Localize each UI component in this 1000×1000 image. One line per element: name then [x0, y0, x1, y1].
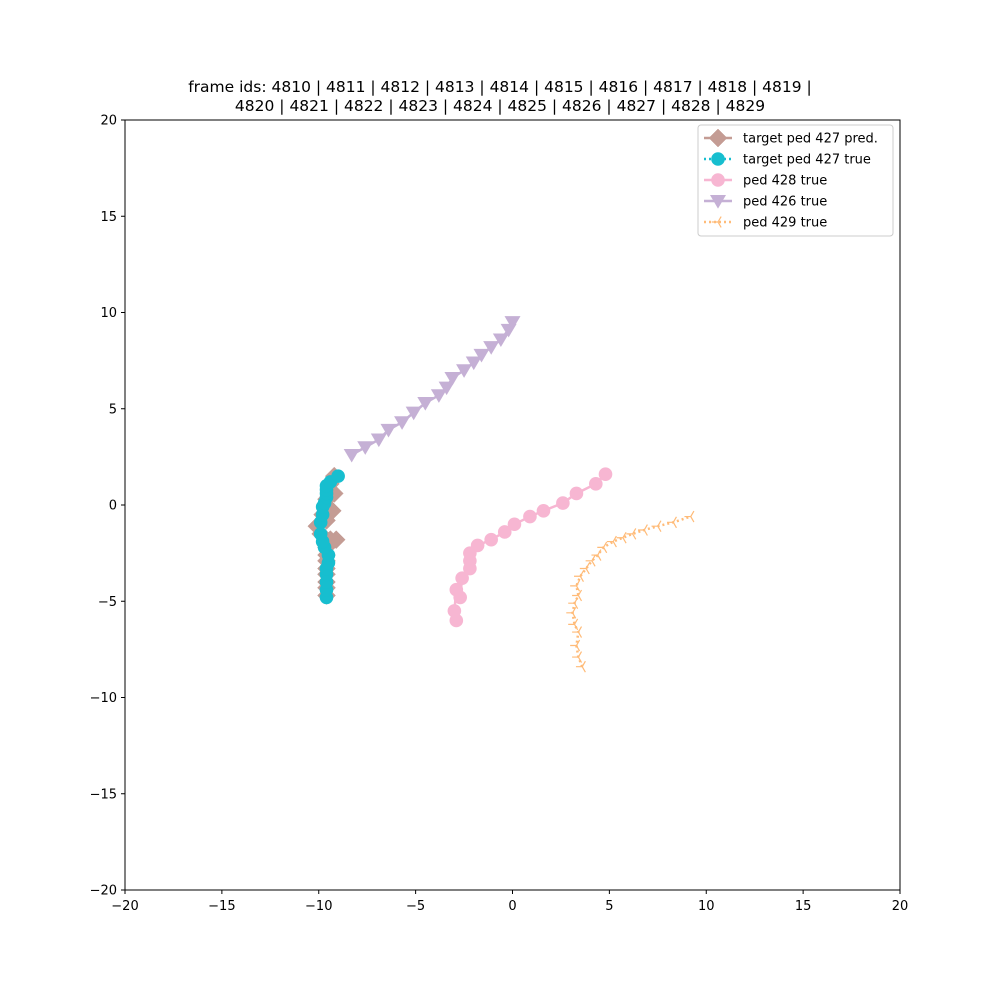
x-tick-label: 10: [698, 899, 715, 914]
x-tick-label: −5: [406, 899, 425, 914]
data-point: [313, 527, 328, 541]
legend-marker: [710, 195, 726, 209]
y-tick-label: −15: [90, 787, 117, 802]
data-point: [523, 509, 537, 524]
data-point: [572, 651, 583, 663]
data-point: [470, 538, 485, 553]
data-point: [637, 524, 648, 536]
data-point: [575, 660, 586, 673]
data-point: [394, 416, 411, 430]
y-tick-label: 10: [100, 306, 117, 321]
data-point: [497, 525, 512, 539]
x-tick-label: 5: [605, 899, 613, 914]
data-point: [455, 571, 469, 585]
x-tick-label: 0: [508, 899, 516, 914]
legend-marker: [711, 152, 725, 166]
x-tick-label: 20: [892, 899, 909, 914]
data-point: [616, 531, 627, 544]
x-tick-label: −10: [305, 899, 332, 914]
data-point: [331, 469, 345, 483]
data-point: [343, 448, 360, 463]
series-layer: [307, 316, 695, 673]
legend-item: target ped 427 pred.: [704, 128, 878, 148]
data-point: [566, 607, 577, 619]
legend-box: [697, 124, 894, 237]
data-point: [606, 535, 617, 548]
data-point: [473, 348, 490, 363]
data-point: [453, 590, 467, 605]
data-point: [556, 496, 570, 510]
data-point: [447, 604, 462, 618]
legend-marker: [711, 216, 722, 228]
legend: target ped 427 pred. target ped 427 true p…: [697, 124, 894, 237]
data-point: [598, 467, 613, 482]
y-tick-label: −5: [98, 595, 117, 610]
legend-item: target ped 427 true: [704, 152, 871, 168]
series-4: [566, 510, 695, 673]
y-tick-label: −10: [90, 691, 117, 706]
data-point: [568, 597, 579, 609]
data-point: [465, 356, 482, 371]
data-point: [417, 396, 434, 411]
legend-marker: [711, 173, 725, 187]
data-point: [430, 389, 447, 403]
legend-label: target ped 427 true: [743, 153, 871, 168]
data-point: [484, 532, 498, 547]
data-point: [651, 520, 662, 532]
data-point: [667, 516, 677, 529]
data-point: [585, 555, 596, 567]
data-point: [456, 364, 473, 378]
series-3: [343, 316, 521, 463]
data-point: [405, 406, 422, 421]
data-point: [438, 381, 455, 396]
legend-label: ped 428 true: [743, 174, 827, 189]
legend-label: ped 429 true: [743, 216, 827, 231]
legend-marker: [708, 128, 728, 148]
data-point: [569, 486, 584, 501]
series-1: [313, 469, 345, 605]
data-point: [591, 549, 602, 561]
data-point: [570, 580, 581, 592]
data-point: [504, 316, 521, 330]
y-tick-label: −20: [90, 884, 117, 899]
data-point: [684, 510, 695, 523]
series-line: [571, 515, 692, 668]
legend-label: target ped 427 pred.: [743, 132, 878, 147]
y-tick-label: 20: [100, 114, 117, 129]
data-point: [626, 528, 637, 540]
data-point: [597, 541, 608, 554]
data-point: [589, 477, 603, 491]
legend-item: ped 429 true: [704, 216, 827, 231]
data-point: [444, 371, 461, 386]
x-tick-label: −20: [111, 899, 138, 914]
data-point: [370, 433, 387, 448]
legend-item: ped 426 true: [704, 195, 827, 210]
data-point: [483, 341, 500, 355]
data-point: [380, 423, 397, 438]
y-tick-label: 15: [100, 210, 117, 225]
legend-item: ped 428 true: [704, 173, 827, 189]
series-2: [447, 467, 613, 628]
y-tick-label: 0: [109, 499, 117, 514]
data-point: [572, 589, 583, 602]
data-point: [570, 639, 581, 652]
data-point: [492, 333, 509, 348]
data-point: [579, 562, 590, 575]
axis-ticks: −20 −15 −10 −5 0 5 10 15 20 −20 −15 −10 −5 0 5 10 15 20: [90, 114, 909, 915]
chart-title-line-1: frame ids: 4810 | 4811 | 4812 | 4813 | 4…: [188, 78, 812, 96]
x-tick-label: 15: [795, 899, 812, 914]
data-point: [574, 570, 584, 583]
data-point: [357, 441, 374, 455]
chart-title-line-2: 4820 | 4821 | 4822 | 4823 | 4824 | 4825 …: [234, 97, 766, 115]
data-point: [507, 517, 522, 532]
legend-label: ped 426 true: [743, 195, 827, 210]
data-point: [572, 626, 583, 638]
data-point: [326, 530, 346, 550]
y-tick-label: 5: [109, 402, 117, 417]
x-tick-label: −15: [208, 899, 235, 914]
data-point: [568, 618, 579, 631]
data-point: [536, 503, 551, 518]
